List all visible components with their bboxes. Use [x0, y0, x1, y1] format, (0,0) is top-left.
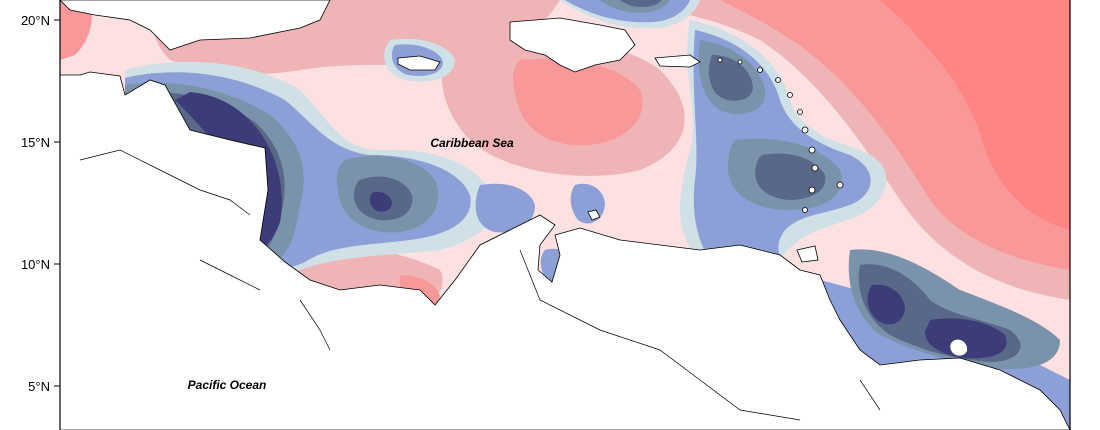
- caribbean-sea-label: Caribbean Sea: [430, 136, 514, 150]
- field-periwinkle-east: [693, 30, 1070, 430]
- land-curacao: [587, 209, 601, 221]
- field-left-salmon: [60, 0, 92, 60]
- field-slate-top: [620, 0, 662, 7]
- field-navy-trinidad: [867, 284, 905, 325]
- land-jamaica: [397, 55, 441, 71]
- field-white-spot: [950, 339, 968, 356]
- land-mainland: [60, 71, 1070, 430]
- land-borders: [79, 149, 881, 421]
- lat-tick-10: 10°N: [21, 257, 50, 272]
- field-slate-puertorico: [708, 55, 753, 101]
- land-cuba: [60, 0, 331, 51]
- field-east-coral: [880, 0, 1070, 230]
- lat-tick-5: 5°N: [28, 379, 50, 394]
- land-lesser-antilles: [717, 57, 844, 213]
- land-hispaniola: [509, 17, 636, 73]
- field-navy-nicaragua: [369, 192, 392, 212]
- field-east-pink: [60, 0, 1070, 300]
- pacific-ocean-label: Pacific Ocean: [188, 378, 267, 392]
- field-central-salmon: [513, 58, 643, 146]
- land-puerto-rico: [654, 54, 701, 68]
- field-periwinkle-gulf: [475, 183, 535, 233]
- field-navy-guiana: [925, 318, 1007, 359]
- anomaly-field: [60, 0, 1070, 430]
- lat-tick-20: 20°N: [21, 13, 50, 28]
- lat-tick-15: 15°N: [21, 135, 50, 150]
- field-slate-antilles: [755, 153, 826, 200]
- land-trinidad: [796, 245, 819, 263]
